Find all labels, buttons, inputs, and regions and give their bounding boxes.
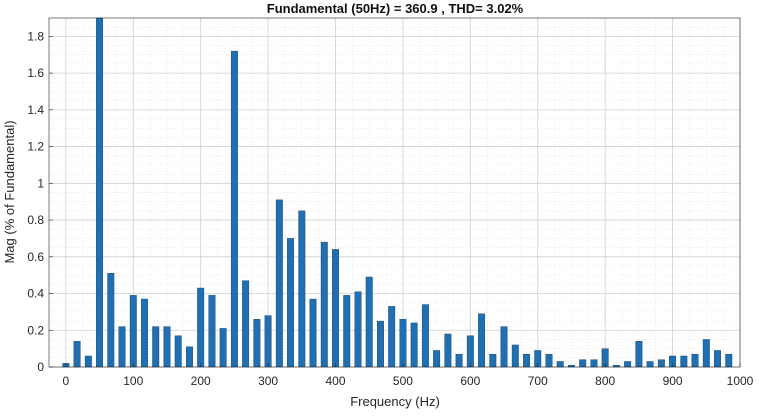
harmonic-bar — [298, 210, 306, 368]
y-tick-label: 1.4 — [27, 103, 44, 117]
plot-frame — [48, 17, 741, 368]
harmonic-bar — [388, 306, 396, 368]
harmonic-bar — [489, 353, 497, 368]
x-tick-label: 700 — [528, 374, 548, 388]
harmonic-bar — [646, 361, 654, 368]
harmonic-bar — [556, 361, 564, 368]
harmonic-bar — [118, 326, 126, 368]
y-axis-label: Mag (% of Fundamental) — [2, 120, 17, 263]
harmonic-bar — [714, 350, 721, 368]
harmonic-bar — [500, 326, 508, 368]
harmonic-bar — [96, 17, 104, 368]
y-tick-label: 1 — [37, 176, 44, 190]
harmonic-bar — [84, 355, 92, 368]
harmonic-bar — [421, 304, 429, 368]
harmonic-bar — [635, 341, 643, 368]
harmonic-bar — [185, 346, 193, 368]
harmonic-bar — [219, 328, 227, 368]
harmonic-bar — [141, 298, 148, 368]
y-tick-label: 1.8 — [27, 29, 44, 43]
x-tick-label: 500 — [393, 374, 413, 388]
harmonic-bar — [680, 355, 688, 368]
harmonic-bar — [129, 295, 137, 368]
harmonic-bar — [478, 313, 486, 368]
y-tick-label: 0.4 — [27, 287, 44, 301]
harmonic-bar — [208, 295, 216, 368]
harmonic-bar — [579, 359, 587, 368]
y-axis-ticks: 0 0.2 0.4 0.6 0.8 1 1.2 1.4 1.6 1.8 — [27, 29, 53, 374]
y-tick-label: 0.2 — [27, 323, 44, 337]
harmonic-bar — [365, 276, 373, 368]
harmonic-bar — [287, 238, 295, 368]
harmonic-bar — [332, 249, 339, 368]
x-tick-label: 100 — [123, 374, 143, 388]
y-tick-label: 0.8 — [27, 213, 44, 227]
harmonic-bar — [545, 353, 553, 368]
major-grid — [49, 18, 741, 368]
x-axis-ticks: 0 100 200 300 400 500 600 700 800 900 1000 — [63, 363, 754, 388]
harmonic-bar — [511, 344, 519, 368]
harmonic-bar — [107, 273, 115, 368]
harmonic-bar — [377, 320, 384, 368]
harmonic-bar — [320, 241, 328, 368]
x-tick-label: 400 — [325, 374, 345, 388]
harmonic-bar — [174, 335, 182, 368]
harmonic-bar — [399, 319, 407, 368]
harmonic-bar — [253, 319, 261, 368]
x-tick-label: 0 — [63, 374, 70, 388]
bar-series — [62, 17, 733, 368]
harmonic-bar — [433, 350, 441, 368]
harmonic-bar — [455, 353, 463, 368]
x-tick-label: 900 — [663, 374, 683, 388]
chart-title: Fundamental (50Hz) = 360.9 , THD= 3.02% — [267, 1, 524, 16]
harmonic-bar — [275, 199, 283, 368]
harmonic-bar — [242, 280, 250, 368]
harmonic-bar — [590, 359, 598, 368]
harmonic-bar — [444, 333, 452, 368]
x-tick-label: 600 — [460, 374, 480, 388]
harmonic-bar — [309, 298, 317, 368]
harmonic-bar — [343, 295, 351, 368]
harmonic-bar — [702, 339, 710, 368]
y-tick-label: 0.6 — [27, 250, 44, 264]
harmonic-bar — [410, 322, 418, 368]
harmonic-bar — [624, 361, 632, 368]
x-tick-label: 1000 — [727, 374, 754, 388]
harmonic-bar — [163, 326, 171, 368]
harmonic-bar — [264, 315, 272, 368]
x-tick-label: 800 — [595, 374, 615, 388]
x-tick-label: 300 — [258, 374, 278, 388]
harmonic-bar — [152, 326, 160, 368]
harmonic-bar — [73, 341, 81, 368]
harmonic-bar — [523, 353, 530, 368]
harmonic-bar — [466, 335, 474, 368]
harmonic-bar — [230, 50, 238, 368]
y-tick-label: 0 — [37, 360, 44, 374]
harmonic-bar — [691, 353, 699, 368]
harmonic-bar — [657, 359, 665, 368]
harmonic-bar — [354, 291, 362, 368]
harmonic-bar — [197, 287, 205, 368]
y-tick-label: 1.6 — [27, 66, 44, 80]
harmonic-bar — [725, 353, 733, 368]
x-axis-label: Frequency (Hz) — [350, 394, 440, 409]
y-tick-label: 1.2 — [27, 140, 44, 154]
x-tick-label: 200 — [191, 374, 211, 388]
